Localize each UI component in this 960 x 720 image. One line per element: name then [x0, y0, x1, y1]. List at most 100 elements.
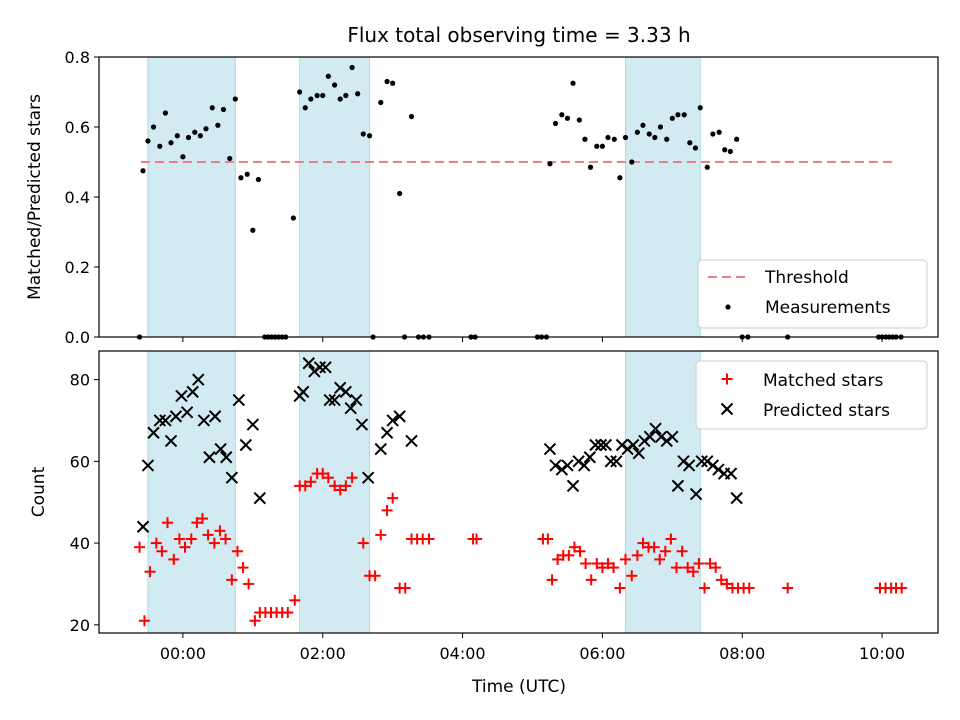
legend-matched-label: Matched stars [763, 371, 883, 391]
measurement-point [634, 129, 640, 135]
predicted-point [350, 393, 363, 407]
measurement-point [192, 129, 198, 135]
predicted-point [192, 373, 205, 386]
matched-point [715, 574, 727, 586]
measurement-point [220, 106, 227, 113]
predicted-point [682, 459, 696, 472]
matched-point [214, 525, 226, 537]
x-tick-label: 00:00 [160, 644, 206, 663]
y-tick-label: 0.4 [65, 188, 90, 207]
measurement-point [397, 190, 403, 197]
x-axis-label: Time (UTC) [471, 677, 566, 697]
y-tick-label: 20 [70, 616, 90, 635]
matched-point [614, 582, 626, 594]
predicted-points [136, 357, 743, 533]
measurement-point [408, 113, 415, 120]
matched-point [220, 533, 232, 545]
matched-point [381, 504, 393, 516]
measurement-point [629, 159, 635, 165]
measurement-point [297, 89, 303, 95]
matched-point [671, 562, 683, 574]
matched-point [542, 533, 554, 545]
measurement-point [687, 140, 693, 146]
predicted-point [689, 487, 703, 501]
matched-point [340, 480, 352, 492]
y-tick-label: 0.2 [65, 258, 90, 277]
matched-point [156, 545, 168, 557]
matched-point [580, 558, 592, 570]
matched-point [202, 529, 214, 541]
matched-point [574, 545, 586, 557]
measurement-point [349, 64, 355, 71]
matched-point [693, 558, 705, 570]
predicted-point [220, 451, 233, 464]
x-tick-label: 10:00 [859, 644, 905, 663]
matched-point [552, 553, 564, 565]
measurement-point [227, 155, 233, 162]
predicted-point [186, 385, 199, 399]
predicted-point [549, 459, 562, 472]
matched-point [134, 541, 146, 553]
predicted-point [214, 442, 227, 456]
predicted-point [203, 451, 216, 464]
predicted-point [712, 463, 725, 476]
measurement-point [552, 120, 559, 127]
legend-matched-swatch [721, 373, 733, 385]
predicted-point [660, 434, 673, 448]
predicted-point [197, 414, 211, 427]
measurement-point [582, 136, 588, 142]
predicted-point [543, 442, 557, 456]
predicted-point [730, 491, 743, 505]
matched-point [226, 574, 238, 586]
predicted-point [632, 446, 645, 460]
predicted-point [328, 393, 341, 407]
predicted-point [147, 426, 160, 439]
measurement-point [185, 134, 192, 141]
matched-point [637, 537, 649, 549]
predicted-point [232, 393, 246, 407]
count-y-ticks: 20 40 60 80 [70, 371, 99, 635]
measurement-point [547, 161, 553, 167]
predicted-point [169, 410, 183, 423]
predicted-point [706, 459, 720, 472]
matched-point [676, 545, 688, 557]
matched-point [329, 480, 341, 492]
matched-point [144, 566, 156, 578]
measurement-point [734, 136, 740, 142]
matched-point [249, 615, 261, 627]
matched-point [375, 529, 387, 541]
predicted-point [323, 393, 336, 407]
matched-point [369, 570, 381, 582]
matched-point [698, 582, 710, 594]
predicted-point [643, 430, 657, 444]
predicted-point [374, 442, 387, 456]
measurement-point [710, 131, 716, 137]
ratio-y-axis-label: Matched/Predicted stars [25, 94, 45, 300]
matched-point [334, 484, 346, 496]
legend-measurement-swatch [725, 304, 731, 310]
measurement-point [611, 136, 617, 142]
measurement-point [145, 138, 151, 144]
measurement-point [716, 129, 722, 135]
matched-point [743, 582, 755, 594]
measurement-point [238, 175, 244, 181]
measurement-point [617, 175, 623, 181]
measurement-point [622, 134, 629, 141]
predicted-point [621, 442, 634, 456]
observing-band [299, 350, 371, 634]
measurement-point [599, 143, 606, 149]
predicted-point [313, 361, 327, 374]
predicted-point [239, 438, 253, 452]
measurement-point [180, 154, 186, 160]
matched-point [299, 480, 311, 492]
ratio-y-ticks: 0.0 0.2 0.4 0.6 0.8 [65, 48, 99, 347]
predicted-point [393, 410, 406, 423]
measurement-point [150, 124, 157, 130]
measurement-point [727, 148, 733, 155]
matched-point [568, 541, 580, 553]
matched-point [608, 562, 620, 574]
legend-threshold-label: Threshold [764, 268, 849, 288]
predicted-point [180, 406, 194, 419]
measurement-point [290, 215, 296, 221]
measurement-point [320, 92, 326, 99]
